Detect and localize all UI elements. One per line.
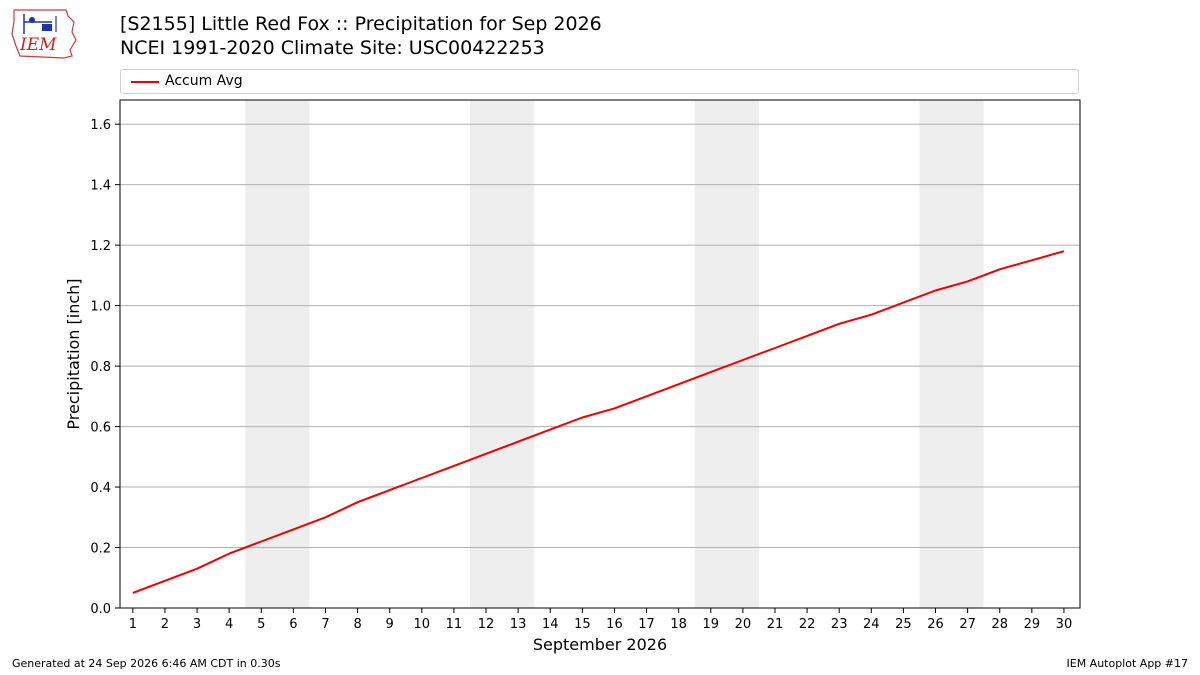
x-tick-label: 16 [606,617,623,632]
x-tick-label: 28 [991,617,1008,632]
x-tick-label: 1 [129,617,137,632]
x-tick-label: 13 [510,617,527,632]
x-tick-label: 12 [478,617,495,632]
chart-subtitle: NCEI 1991-2020 Climate Site: USC00422253 [120,37,545,59]
x-tick-label: 2 [161,617,169,632]
iem-logo: IEM [11,9,77,59]
x-tick-label: 5 [257,617,265,632]
x-tick-label: 29 [1024,617,1041,632]
y-tick-label: 0.8 [90,360,111,375]
weekend-band [245,100,310,608]
x-tick-label: 11 [446,617,463,632]
x-tick-label: 9 [386,617,394,632]
y-tick-label: 1.0 [90,300,111,315]
legend-swatch [131,81,159,83]
legend: Accum Avg [120,69,1079,94]
x-tick-label: 14 [542,617,559,632]
x-tick-label: 18 [670,617,687,632]
legend-label: Accum Avg [165,73,243,89]
chart-title: [S2155] Little Red Fox :: Precipitation … [120,13,602,35]
app-credit: IEM Autoplot App #17 [1066,657,1189,670]
weekend-band [694,100,759,608]
y-tick-label: 1.4 [90,179,111,194]
x-tick-label: 26 [927,617,944,632]
y-tick-label: 0.2 [90,542,111,557]
x-tick-label: 20 [735,617,752,632]
plot-frame [119,99,1081,609]
series-line-accum-avg [132,250,1065,594]
x-tick-label: 27 [959,617,976,632]
y-tick-label: 0.4 [90,481,111,496]
y-axis-label: Precipitation [inch] [64,278,83,429]
x-tick-label: 19 [702,617,719,632]
x-tick-label: 3 [193,617,201,632]
x-tick-label: 10 [414,617,431,632]
x-tick-label: 6 [289,617,297,632]
x-tick-label: 25 [895,617,912,632]
y-tick-label: 0.0 [90,602,111,617]
logo-text: IEM [19,35,57,55]
x-tick-label: 24 [863,617,880,632]
y-tick-label: 1.2 [90,239,111,254]
generated-timestamp: Generated at 24 Sep 2026 6:46 AM CDT in … [12,657,281,670]
x-tick-label: 8 [353,617,361,632]
x-tick-label: 23 [831,617,848,632]
x-tick-label: 15 [574,617,591,632]
x-tick-label: 4 [225,617,233,632]
x-tick-label: 22 [799,617,816,632]
x-tick-label: 30 [1056,617,1073,632]
y-tick-label: 0.6 [90,421,111,436]
x-axis-label: September 2026 [533,635,667,654]
y-tick-label: 1.6 [90,118,111,133]
title-block: [S2155] Little Red Fox :: Precipitation … [120,12,602,60]
weekend-band [919,100,984,608]
x-tick-label: 7 [321,617,329,632]
x-tick-label: 17 [638,617,655,632]
x-tick-label: 21 [767,617,784,632]
weekend-band [469,100,535,608]
